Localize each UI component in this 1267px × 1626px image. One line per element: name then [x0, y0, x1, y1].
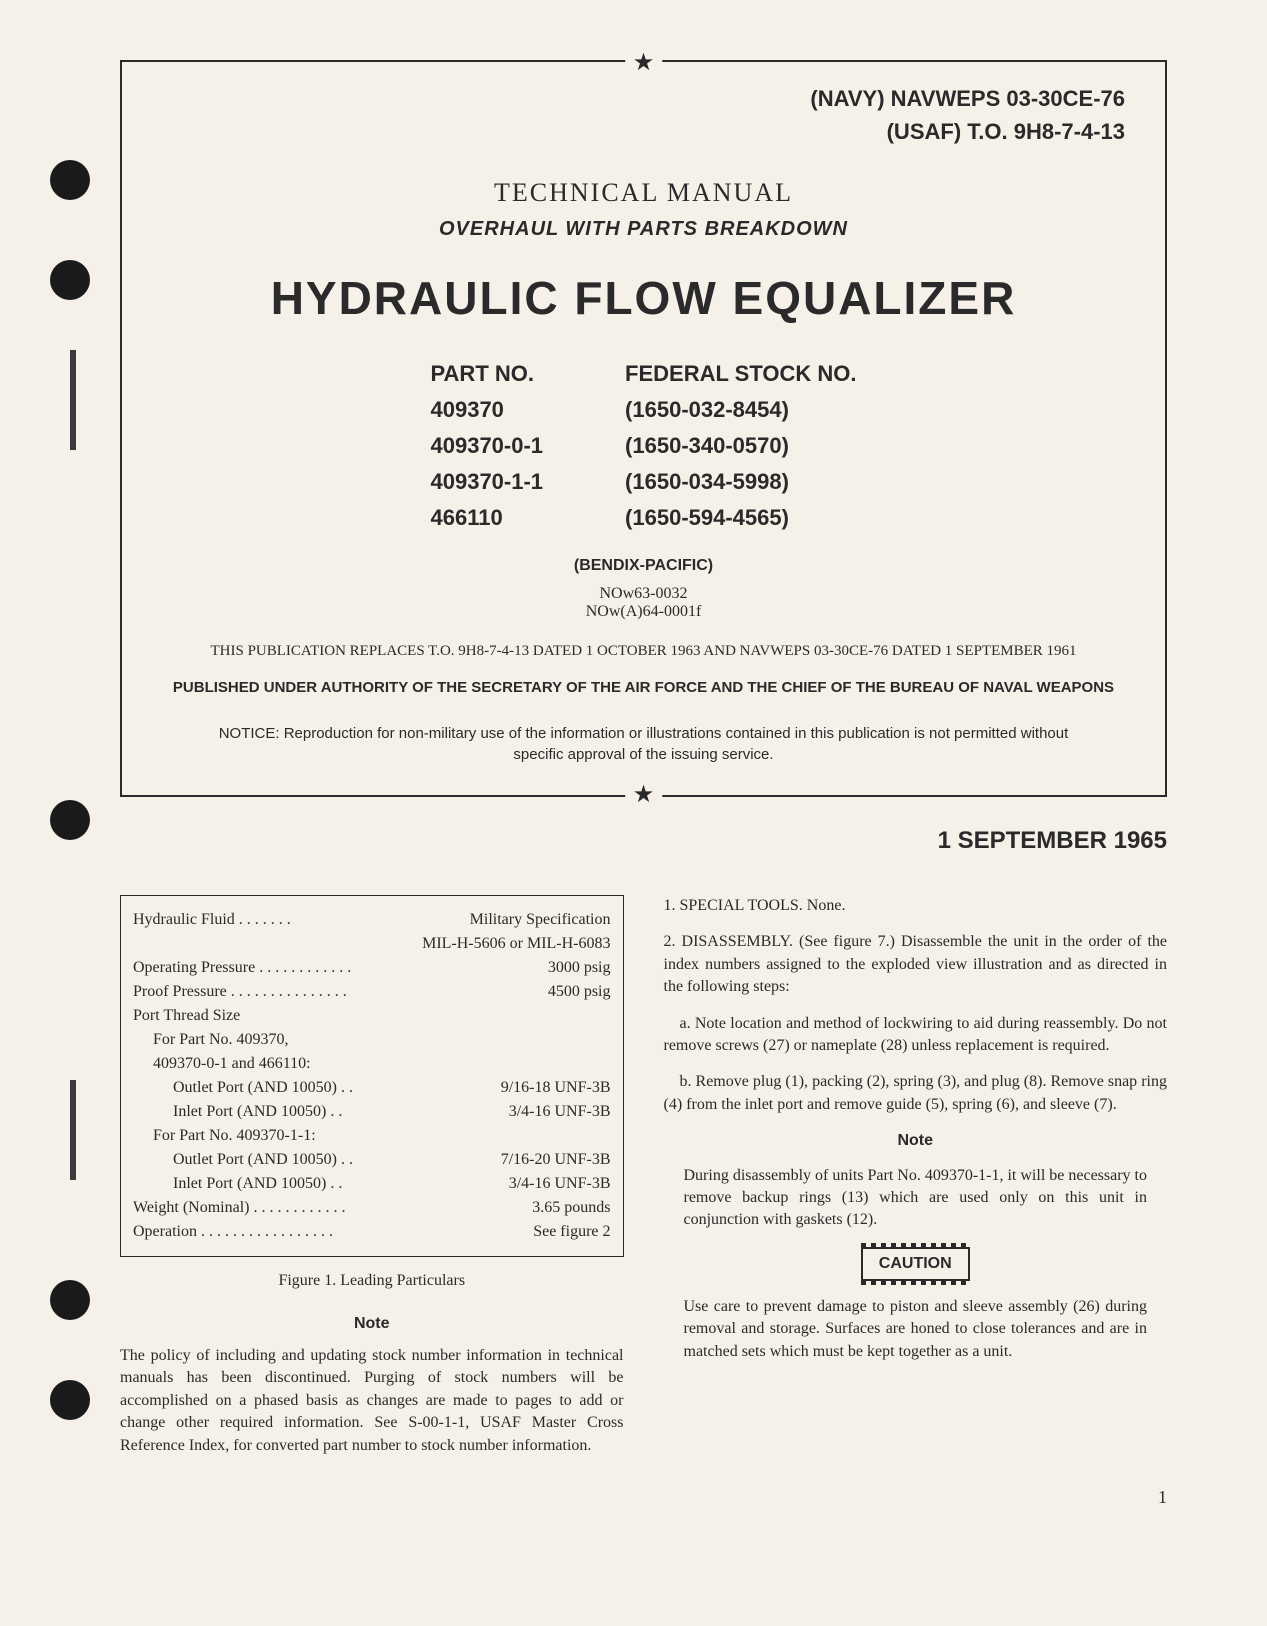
part-no-header: PART NO. — [391, 357, 584, 391]
star-icon: ★ — [625, 780, 663, 809]
step-a: a. Note location and method of lockwirin… — [664, 1013, 1168, 1058]
caution-text: Use care to prevent damage to piston and… — [664, 1296, 1168, 1363]
reproduction-notice: NOTICE: Reproduction for non-military us… — [162, 723, 1125, 765]
spec-value: Military Specification — [470, 908, 611, 932]
special-tools: 1. SPECIAL TOOLS. None. — [664, 895, 1168, 917]
contract-code-2: NOw(A)64-0001f — [162, 603, 1125, 621]
star-icon: ★ — [625, 48, 663, 77]
subtitle: OVERHAUL WITH PARTS BREAKDOWN — [162, 218, 1125, 241]
spec-group: For Part No. 409370, — [133, 1028, 611, 1052]
part-number-table: PART NO. FEDERAL STOCK NO. 409370 (1650-… — [389, 355, 899, 537]
spec-label: Inlet Port (AND 10050) . . — [173, 1100, 342, 1124]
note-text: The policy of including and updating sto… — [120, 1345, 624, 1457]
figure-caption: Figure 1. Leading Particulars — [120, 1272, 624, 1290]
binder-hole — [50, 260, 90, 300]
table-row: 409370-1-1 (1650-034-5998) — [391, 465, 897, 499]
spec-label: Hydraulic Fluid . . . . . . . — [133, 908, 291, 932]
spec-value: 9/16-18 UNF-3B — [501, 1076, 611, 1100]
spec-label: Operating Pressure . . . . . . . . . . .… — [133, 956, 351, 980]
step-b: b. Remove plug (1), packing (2), spring … — [664, 1071, 1168, 1116]
spec-label: Weight (Nominal) . . . . . . . . . . . . — [133, 1196, 345, 1220]
table-row: 466110 (1650-594-4565) — [391, 501, 897, 535]
navy-id: (NAVY) NAVWEPS 03-30CE-76 — [162, 82, 1125, 115]
spec-label: Proof Pressure . . . . . . . . . . . . .… — [133, 980, 347, 1004]
note-heading: Note — [664, 1130, 1168, 1152]
right-column: 1. SPECIAL TOOLS. None. 2. DISASSEMBLY. … — [664, 895, 1168, 1457]
spec-label: Port Thread Size — [133, 1004, 611, 1028]
spec-value: 3/4-16 UNF-3B — [509, 1100, 611, 1124]
binding-mark — [70, 350, 76, 450]
title-block: ★ (NAVY) NAVWEPS 03-30CE-76 (USAF) T.O. … — [120, 60, 1167, 797]
part-no: 409370-1-1 — [391, 465, 584, 499]
stock-no-header: FEDERAL STOCK NO. — [585, 357, 896, 391]
binder-hole — [50, 1280, 90, 1320]
replaces-notice: THIS PUBLICATION REPLACES T.O. 9H8-7-4-1… — [162, 641, 1125, 662]
part-no: 409370 — [391, 393, 584, 427]
binder-hole — [50, 160, 90, 200]
spec-group: 409370-0-1 and 466110: — [133, 1052, 611, 1076]
spec-label: Outlet Port (AND 10050) . . — [173, 1076, 353, 1100]
spec-value: MIL-H-5606 or MIL-H-6083 — [133, 932, 611, 956]
manufacturer: (BENDIX-PACIFIC) — [162, 557, 1125, 575]
note-heading: Note — [120, 1315, 624, 1333]
document-ids: (NAVY) NAVWEPS 03-30CE-76 (USAF) T.O. 9H… — [162, 82, 1125, 148]
caution-wrap: CAUTION — [664, 1247, 1168, 1281]
page-number: 1 — [120, 1487, 1167, 1508]
binding-mark — [70, 1080, 76, 1180]
spec-value: See figure 2 — [533, 1220, 610, 1244]
spec-label: Inlet Port (AND 10050) . . — [173, 1172, 342, 1196]
publication-date: 1 SEPTEMBER 1965 — [120, 827, 1167, 855]
left-column: Hydraulic Fluid . . . . . . . Military S… — [120, 895, 624, 1457]
part-no: 466110 — [391, 501, 584, 535]
disassembly-intro: 2. DISASSEMBLY. (See figure 7.) Disassem… — [664, 931, 1168, 998]
leading-particulars-box: Hydraulic Fluid . . . . . . . Military S… — [120, 895, 624, 1257]
binder-hole — [50, 1380, 90, 1420]
authority-notice: PUBLISHED UNDER AUTHORITY OF THE SECRETA… — [162, 677, 1125, 698]
stock-no: (1650-340-0570) — [585, 429, 896, 463]
spec-value: 3.65 pounds — [532, 1196, 610, 1220]
spec-value: 3/4-16 UNF-3B — [509, 1172, 611, 1196]
note-text: During disassembly of units Part No. 409… — [664, 1165, 1168, 1232]
table-row: 409370 (1650-032-8454) — [391, 393, 897, 427]
spec-group: For Part No. 409370-1-1: — [133, 1124, 611, 1148]
contract-codes: NOw63-0032 NOw(A)64-0001f — [162, 585, 1125, 621]
technical-manual-heading: TECHNICAL MANUAL — [162, 178, 1125, 208]
content-columns: Hydraulic Fluid . . . . . . . Military S… — [120, 895, 1167, 1457]
contract-code-1: NOw63-0032 — [162, 585, 1125, 603]
table-row: 409370-0-1 (1650-340-0570) — [391, 429, 897, 463]
spec-value: 7/16-20 UNF-3B — [501, 1148, 611, 1172]
stock-no: (1650-594-4565) — [585, 501, 896, 535]
spec-label: Operation . . . . . . . . . . . . . . . … — [133, 1220, 333, 1244]
main-title: HYDRAULIC FLOW EQUALIZER — [162, 271, 1125, 325]
part-no: 409370-0-1 — [391, 429, 584, 463]
stock-no: (1650-032-8454) — [585, 393, 896, 427]
stock-no: (1650-034-5998) — [585, 465, 896, 499]
binder-hole — [50, 800, 90, 840]
spec-value: 3000 psig — [548, 956, 611, 980]
usaf-id: (USAF) T.O. 9H8-7-4-13 — [162, 115, 1125, 148]
spec-label: Outlet Port (AND 10050) . . — [173, 1148, 353, 1172]
caution-label: CAUTION — [861, 1247, 970, 1281]
spec-value: 4500 psig — [548, 980, 611, 1004]
